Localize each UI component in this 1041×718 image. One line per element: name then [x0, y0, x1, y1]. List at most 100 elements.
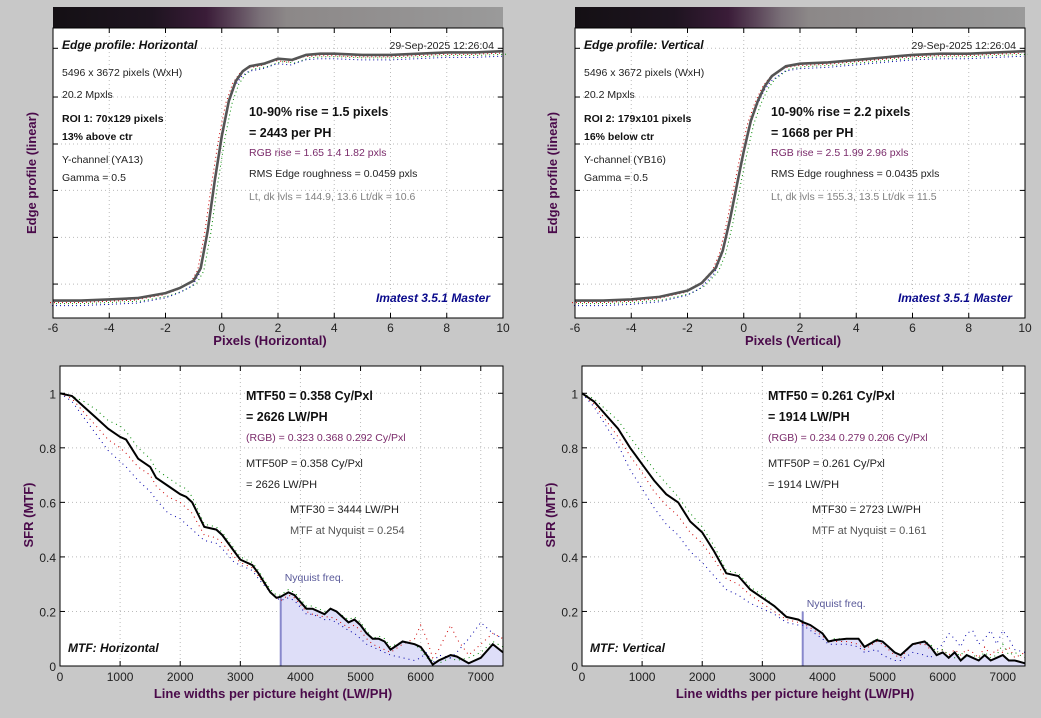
channel: Y-channel (YB16) — [584, 154, 666, 166]
edge-curve-y — [53, 49, 504, 302]
gamma: Gamma = 0.5 — [62, 172, 126, 184]
y-tick-label: 0 — [571, 660, 578, 674]
x-tick-label: 7000 — [467, 670, 494, 684]
mtf-curve-y — [59, 392, 504, 667]
x-tick-label: 10 — [496, 321, 510, 335]
x-tick-label: 8 — [965, 321, 972, 335]
mtf50-result: MTF50 = 0.261 Cy/Pxl — [768, 389, 895, 403]
y-tick-label: 0.6 — [561, 496, 578, 510]
mtf-curve-y — [581, 392, 1026, 665]
y-tick-label: 1 — [571, 387, 578, 401]
y-tick-label: 0.2 — [561, 605, 578, 619]
x-tick-label: 0 — [218, 321, 225, 335]
mtf50-result: MTF50 = 0.358 Cy/Pxl — [246, 389, 373, 403]
megapixels: 20.2 Mpxls — [584, 89, 635, 101]
light-dark-levels: Lt, dk lvls = 144.9, 13.6 Lt/dk = 10.6 — [249, 191, 416, 203]
channel: Y-channel (YA13) — [62, 154, 143, 166]
x-tick-label: 4000 — [809, 670, 836, 684]
mtf30-result: MTF30 = 3444 LW/PH — [290, 504, 399, 516]
plot-frame — [52, 27, 504, 319]
y-axis-label: Edge profile (linear) — [24, 112, 39, 234]
x-tick-label: 4 — [331, 321, 338, 335]
mtf50p-lwph: = 2626 LW/PH — [246, 479, 317, 491]
roi-size: ROI 2: 179x101 pixels — [584, 113, 692, 125]
mtf30-result: MTF30 = 2723 LW/PH — [812, 504, 921, 516]
y-tick-label: 0 — [49, 660, 56, 674]
edge-image-strip — [53, 7, 503, 28]
mtf50-lwph: = 1914 LW/PH — [768, 410, 850, 424]
nyquist-label: Nyquist freq. — [807, 598, 866, 610]
y-axis-label: SFR (MTF) — [21, 483, 36, 548]
y-axis-label: Edge profile (linear) — [545, 112, 560, 234]
plot-frame — [574, 27, 1026, 319]
rise-result: 10-90% rise = 1.5 pixels — [249, 105, 388, 119]
rise-result: 10-90% rise = 2.2 pixels — [771, 105, 910, 119]
rise-per-ph: = 2443 per PH — [249, 126, 331, 140]
nyquist-label: Nyquist freq. — [285, 572, 344, 584]
mtf-at-nyquist: MTF at Nyquist = 0.161 — [812, 525, 927, 537]
x-tick-label: 2000 — [689, 670, 716, 684]
x-tick-label: 2000 — [167, 670, 194, 684]
x-tick-label: 0 — [57, 670, 64, 684]
chart-title: Edge profile: Vertical — [584, 38, 704, 52]
mtf50p-result: MTF50P = 0.261 Cy/Pxl — [768, 458, 885, 470]
mtf-curve-r — [59, 392, 504, 659]
edge-profile-horizontal-chart: -6 -4 -2 0 2 4 6 8 10 Edge profile: Horizontal 29-… — [24, 7, 510, 348]
y-tick-label: 1 — [49, 387, 56, 401]
mtf-at-nyquist: MTF at Nyquist = 0.254 — [290, 525, 405, 537]
imatest-brand: Imatest 3.5.1 Master — [898, 291, 1013, 305]
plot-frame — [581, 365, 1026, 667]
timestamp: 29-Sep-2025 12:26:04 — [911, 40, 1016, 52]
x-tick-label: 6 — [387, 321, 394, 335]
x-axis-label: Line widths per picture height (LW/PH) — [154, 686, 392, 701]
x-tick-label: 1000 — [629, 670, 656, 684]
x-tick-label: 4 — [853, 321, 860, 335]
x-tick-label: 6000 — [929, 670, 956, 684]
y-tick-label: 0.2 — [39, 605, 56, 619]
mtf50-rgb: (RGB) = 0.234 0.279 0.206 Cy/Pxl — [768, 432, 928, 444]
x-axis-label: Pixels (Horizontal) — [213, 333, 326, 348]
chart-title: Edge profile: Horizontal — [62, 38, 198, 52]
mtf50-rgb: (RGB) = 0.323 0.368 0.292 Cy/Pxl — [246, 432, 406, 444]
plot-frame — [59, 365, 504, 667]
edge-curve-y — [575, 49, 1026, 302]
mtf-vertical-chart: 0 0.2 0.4 0.6 0.8 1 0 1000 2000 3000 4000 5000 6000 7… — [543, 365, 1026, 701]
mtf-curve-b — [581, 392, 1026, 661]
y-axis-label: SFR (MTF) — [543, 483, 558, 548]
roi-size: ROI 1: 70x129 pixels — [62, 113, 164, 125]
x-tick-label: -4 — [104, 321, 115, 335]
edge-profile-vertical-chart: -6 -4 -2 0 2 4 6 8 10 Edge profile: Vertical 29-Se… — [545, 7, 1032, 348]
x-tick-label: -2 — [160, 321, 171, 335]
y-tick-label: 0.4 — [39, 551, 56, 565]
x-tick-label: 10 — [1018, 321, 1032, 335]
mtf50-lwph: = 2626 LW/PH — [246, 410, 328, 424]
timestamp: 29-Sep-2025 12:26:04 — [389, 40, 494, 52]
image-size: 5496 x 3672 pixels (WxH) — [62, 67, 182, 79]
rgb-rise: RGB rise = 2.5 1.99 2.96 pxls — [771, 147, 908, 159]
rise-per-ph: = 1668 per PH — [771, 126, 853, 140]
rgb-rise: RGB rise = 1.65 1.4 1.82 pxls — [249, 147, 386, 159]
x-tick-label: 6 — [909, 321, 916, 335]
edge-roughness: RMS Edge roughness = 0.0459 pxls — [249, 168, 417, 180]
x-tick-label: 3000 — [749, 670, 776, 684]
mtf-curve-r — [581, 392, 1026, 659]
y-tick-label: 0.8 — [39, 442, 56, 456]
chart-title: MTF: Horizontal — [68, 641, 159, 655]
x-tick-label: 2 — [797, 321, 804, 335]
image-size: 5496 x 3672 pixels (WxH) — [584, 67, 704, 79]
x-tick-label: 0 — [740, 321, 747, 335]
x-tick-label: -6 — [48, 321, 59, 335]
edge-curve-g — [56, 53, 507, 305]
roi-position: 16% below ctr — [584, 131, 654, 143]
edge-image-strip — [575, 7, 1025, 28]
x-tick-label: 7000 — [989, 670, 1016, 684]
y-tick-label: 0.8 — [561, 442, 578, 456]
x-tick-label: -2 — [682, 321, 693, 335]
x-tick-label: 4000 — [287, 670, 314, 684]
x-tick-label: 6000 — [407, 670, 434, 684]
mtf-horizontal-chart: 0 0.2 0.4 0.6 0.8 1 0 1000 2000 3000 4000 5000 6000 7… — [21, 365, 504, 701]
x-axis-label: Pixels (Vertical) — [745, 333, 841, 348]
megapixels: 20.2 Mpxls — [62, 89, 113, 101]
x-tick-label: 8 — [443, 321, 450, 335]
